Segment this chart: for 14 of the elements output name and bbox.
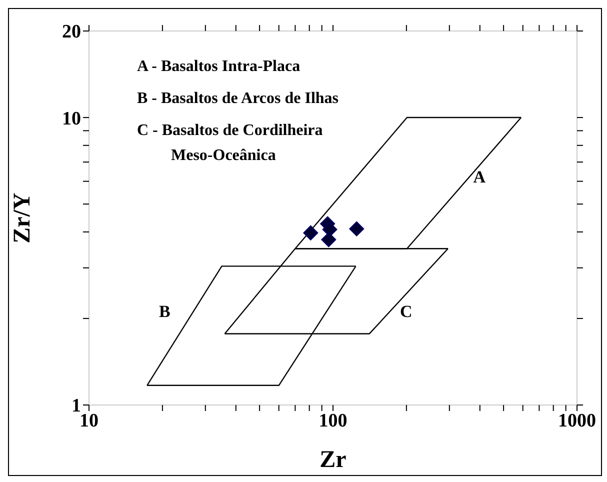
annotation: B [158, 302, 170, 321]
annotation: C - Basaltos de Cordilheira Meso-Oceânica [137, 122, 323, 164]
annotation: C [400, 302, 412, 321]
y-tick-label: 10 [62, 108, 81, 130]
y-tick-label: 1 [72, 396, 81, 417]
x-tick-label: 10 [80, 410, 98, 432]
annotation: A - Basaltos Intra-Placa [137, 58, 300, 75]
y-axis-title: Zr/Y [10, 192, 36, 244]
annotation: B - Basaltos de Arcos de Ilhas [137, 90, 339, 107]
annotation: A [473, 167, 486, 186]
x-tick-label: 1000 [558, 410, 596, 432]
x-tick-label: 100 [318, 410, 348, 432]
x-axis-title: Zr [320, 447, 347, 473]
y-tick-label: 20 [62, 22, 81, 43]
